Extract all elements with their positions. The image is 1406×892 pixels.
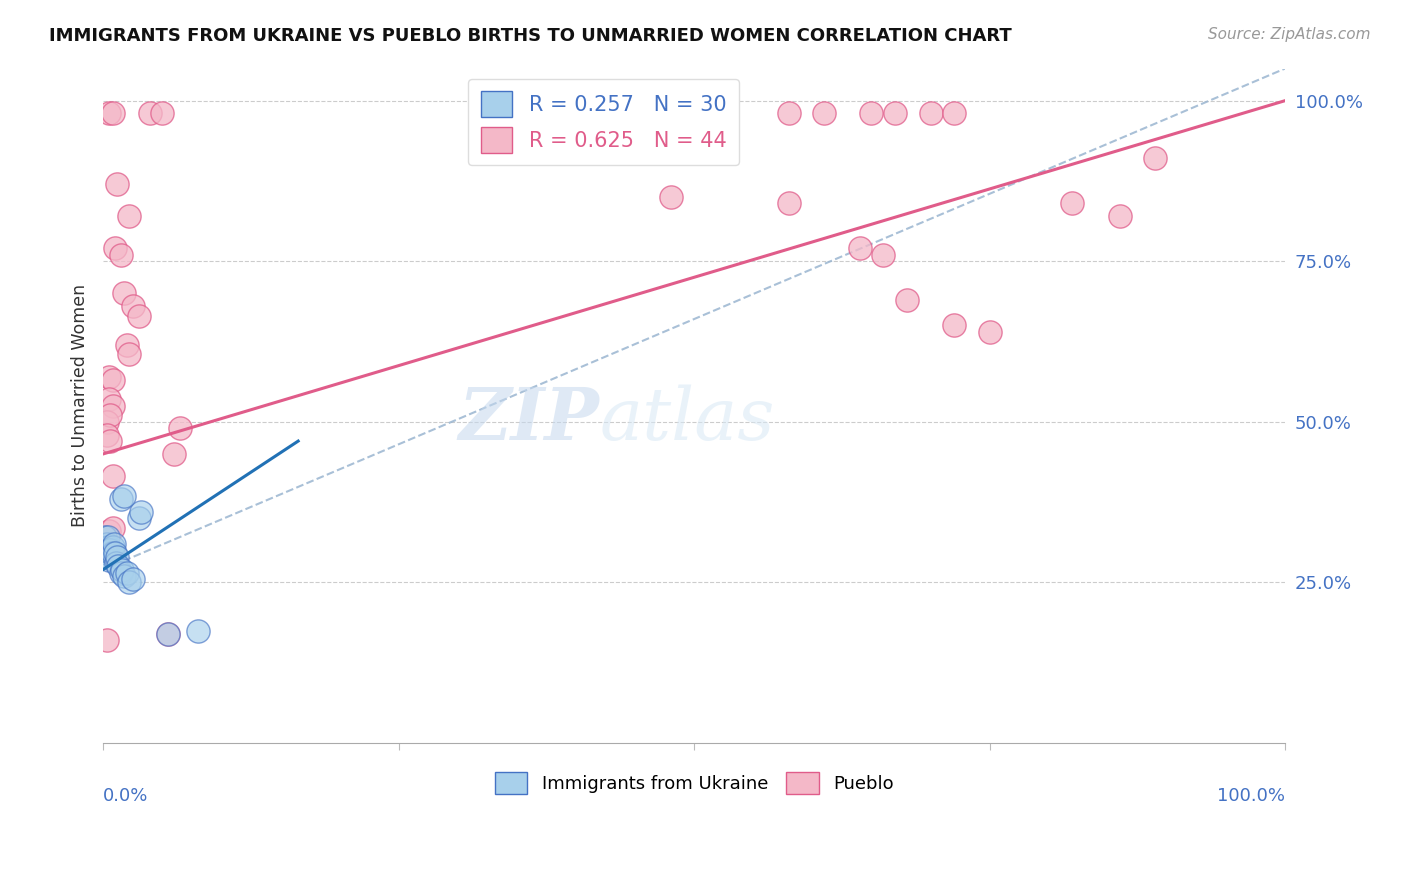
Point <box>98 106 121 120</box>
Point <box>157 627 180 641</box>
Point <box>96 415 118 429</box>
Point <box>128 511 150 525</box>
Point <box>112 569 135 583</box>
Point <box>98 409 121 423</box>
Point <box>848 241 870 255</box>
Point <box>1062 196 1084 211</box>
Point <box>778 196 800 211</box>
Point <box>118 347 141 361</box>
Point <box>813 106 835 120</box>
Point <box>129 505 152 519</box>
Point <box>139 106 162 120</box>
Point <box>163 447 186 461</box>
Point <box>96 427 118 442</box>
Point <box>943 318 966 333</box>
Text: ZIP: ZIP <box>458 384 599 455</box>
Point <box>1108 209 1130 223</box>
Point <box>884 106 907 120</box>
Point <box>150 106 173 120</box>
Point <box>104 547 127 561</box>
Point <box>778 106 800 120</box>
Point <box>128 309 150 323</box>
Point <box>98 543 121 558</box>
Point <box>872 248 894 262</box>
Point <box>112 286 135 301</box>
Point <box>93 549 115 564</box>
Point <box>118 209 141 223</box>
Y-axis label: Births to Unmarried Women: Births to Unmarried Women <box>72 285 89 527</box>
Point <box>98 369 121 384</box>
Point <box>101 469 124 483</box>
Point <box>920 106 942 120</box>
Point <box>101 399 124 413</box>
Text: 0.0%: 0.0% <box>103 787 149 805</box>
Point <box>979 325 1001 339</box>
Point <box>115 337 138 351</box>
Point <box>98 524 121 538</box>
Point <box>96 537 118 551</box>
Point <box>98 434 121 448</box>
Text: 100.0%: 100.0% <box>1218 787 1285 805</box>
Point <box>111 563 134 577</box>
Point <box>96 633 118 648</box>
Point <box>115 566 138 580</box>
Point <box>157 627 180 641</box>
Text: atlas: atlas <box>599 384 775 455</box>
Point <box>105 556 128 570</box>
Text: IMMIGRANTS FROM UKRAINE VS PUEBLO BIRTHS TO UNMARRIED WOMEN CORRELATION CHART: IMMIGRANTS FROM UKRAINE VS PUEBLO BIRTHS… <box>49 27 1012 45</box>
Point <box>94 543 117 558</box>
Point <box>94 531 117 545</box>
Point <box>97 531 120 545</box>
Point <box>96 547 118 561</box>
Point <box>112 489 135 503</box>
Point <box>97 540 120 554</box>
Point <box>110 248 132 262</box>
Point <box>101 521 124 535</box>
Point <box>169 421 191 435</box>
Point <box>118 575 141 590</box>
Text: Source: ZipAtlas.com: Source: ZipAtlas.com <box>1208 27 1371 42</box>
Point <box>98 543 121 558</box>
Point <box>187 624 209 638</box>
Point <box>101 373 124 387</box>
Point <box>121 572 143 586</box>
Point <box>101 540 124 554</box>
Point <box>659 190 682 204</box>
Point <box>110 566 132 580</box>
Point <box>1144 152 1167 166</box>
Point <box>103 537 125 551</box>
Point <box>107 559 129 574</box>
Point <box>105 177 128 191</box>
Point <box>943 106 966 120</box>
Point <box>101 547 124 561</box>
Point <box>110 491 132 506</box>
Point <box>98 392 121 407</box>
Point <box>98 553 121 567</box>
Point <box>121 299 143 313</box>
Point <box>100 547 122 561</box>
Legend: Immigrants from Ukraine, Pueblo: Immigrants from Ukraine, Pueblo <box>488 765 901 801</box>
Point <box>104 241 127 255</box>
Point <box>860 106 883 120</box>
Point <box>101 106 124 120</box>
Point <box>105 549 128 564</box>
Point <box>896 293 918 307</box>
